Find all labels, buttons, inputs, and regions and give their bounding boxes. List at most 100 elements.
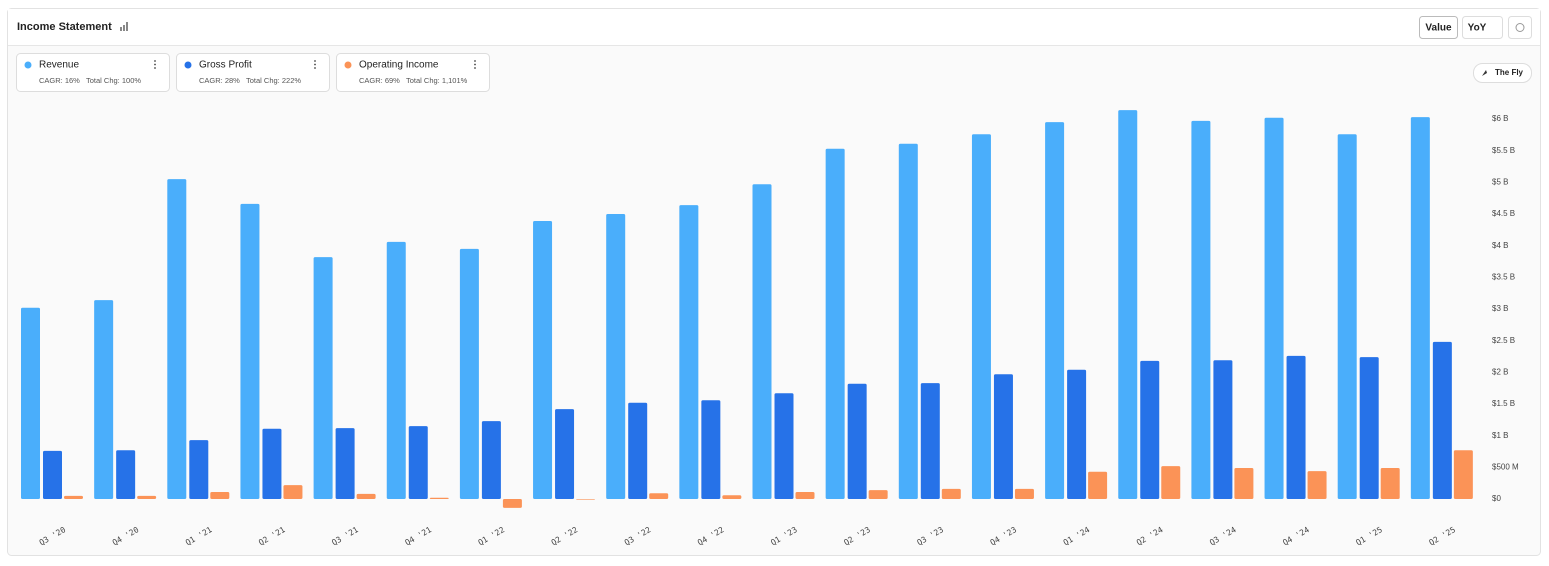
bar — [920, 383, 940, 499]
bar — [21, 307, 40, 499]
bar — [606, 214, 626, 499]
y-tick-label: $5.5 B — [1492, 146, 1515, 155]
bar — [628, 402, 648, 499]
bar — [1191, 120, 1211, 500]
bar — [1380, 467, 1400, 499]
bar — [137, 495, 157, 499]
y-tick-label: $4 B — [1492, 241, 1508, 250]
bar — [189, 440, 209, 499]
bar — [1118, 110, 1138, 499]
bar — [1307, 471, 1327, 499]
bar — [1234, 467, 1254, 499]
legend-stat: CAGR: 28% — [199, 76, 240, 85]
y-tick-label: $6 B — [1492, 114, 1508, 123]
legend-name: Gross Profit — [199, 60, 252, 71]
bar — [283, 485, 303, 499]
bar — [722, 495, 742, 499]
bar — [1067, 369, 1087, 499]
bar — [1359, 357, 1379, 499]
legend-menu-dot — [474, 63, 476, 66]
bar — [825, 148, 845, 499]
bar — [679, 205, 699, 499]
bar — [459, 248, 479, 499]
bar — [1337, 134, 1357, 499]
bar — [481, 421, 501, 499]
legend-stat: Total Chg: 100% — [86, 76, 141, 85]
legend-stat: CAGR: 69% — [359, 76, 400, 85]
bar — [1286, 355, 1306, 499]
legend-menu-dot — [474, 67, 476, 69]
legend-stat: CAGR: 16% — [39, 76, 80, 85]
legend-menu-dot — [314, 67, 316, 69]
y-tick-label: $2 B — [1492, 367, 1508, 376]
y-tick-label: $1 B — [1492, 431, 1508, 440]
bar — [1014, 488, 1034, 499]
bar — [386, 241, 406, 499]
source-label[interactable]: The Fly — [1495, 68, 1524, 77]
legend-menu-dot — [154, 60, 156, 62]
bar — [167, 179, 187, 499]
bar — [1432, 341, 1452, 499]
value-button-label[interactable]: Value — [1425, 23, 1452, 34]
source-icon — [1482, 70, 1487, 76]
yoy-button-label[interactable]: YoY — [1468, 23, 1487, 34]
bar — [847, 383, 867, 499]
bar — [868, 490, 888, 499]
header-bg — [8, 9, 1540, 45]
bar — [533, 220, 553, 499]
bar — [335, 428, 355, 499]
legend-menu-dot — [154, 63, 156, 66]
bar — [1213, 360, 1233, 499]
y-tick-label: $5 B — [1492, 177, 1508, 186]
title: Income Statement — [17, 21, 112, 33]
y-tick-label: $500 M — [1492, 462, 1519, 471]
bar — [94, 300, 114, 499]
bar — [1045, 122, 1065, 500]
bar — [262, 428, 282, 499]
refresh-button[interactable] — [1508, 16, 1532, 39]
bar — [1410, 117, 1430, 499]
legend-menu-dot — [314, 60, 316, 62]
legend-menu-dot — [314, 63, 316, 66]
bar — [941, 488, 961, 499]
bar — [649, 493, 669, 499]
legend-stat: Total Chg: 1,101% — [406, 76, 468, 85]
legend-swatch — [184, 61, 192, 69]
bar — [774, 393, 794, 499]
legend-card[interactable] — [176, 53, 330, 92]
y-tick-label: $2.5 B — [1492, 336, 1515, 345]
legend-menu-dot — [474, 60, 476, 62]
y-tick-label: $3.5 B — [1492, 272, 1515, 281]
bar — [1088, 471, 1108, 499]
yoy-button[interactable] — [1462, 16, 1503, 39]
bar — [356, 493, 376, 499]
bar — [898, 143, 918, 499]
legend-card[interactable] — [16, 53, 170, 92]
bar — [752, 184, 772, 499]
legend-swatch — [344, 61, 352, 69]
refresh-icon — [1515, 23, 1525, 32]
bar — [210, 492, 230, 499]
source-button[interactable] — [1473, 63, 1532, 83]
title-icon — [120, 22, 128, 31]
bar — [701, 400, 721, 499]
legend-swatch — [24, 61, 32, 69]
y-tick-label: $0 — [1492, 494, 1501, 503]
value-button[interactable] — [1419, 16, 1458, 39]
bar — [43, 450, 62, 499]
bar — [313, 257, 333, 499]
y-tick-label: $3 B — [1492, 304, 1508, 313]
bar — [971, 134, 991, 499]
bar — [1161, 466, 1181, 499]
bar — [408, 426, 428, 499]
bar — [1453, 450, 1473, 499]
y-tick-label: $4.5 B — [1492, 209, 1515, 218]
legend-card[interactable] — [336, 53, 490, 92]
y-tick-label: $1.5 B — [1492, 399, 1515, 408]
bar — [993, 374, 1013, 499]
legend-name: Revenue — [39, 60, 79, 71]
bar — [1140, 360, 1160, 499]
bar — [1264, 117, 1284, 499]
legend-menu-dot — [154, 67, 156, 69]
